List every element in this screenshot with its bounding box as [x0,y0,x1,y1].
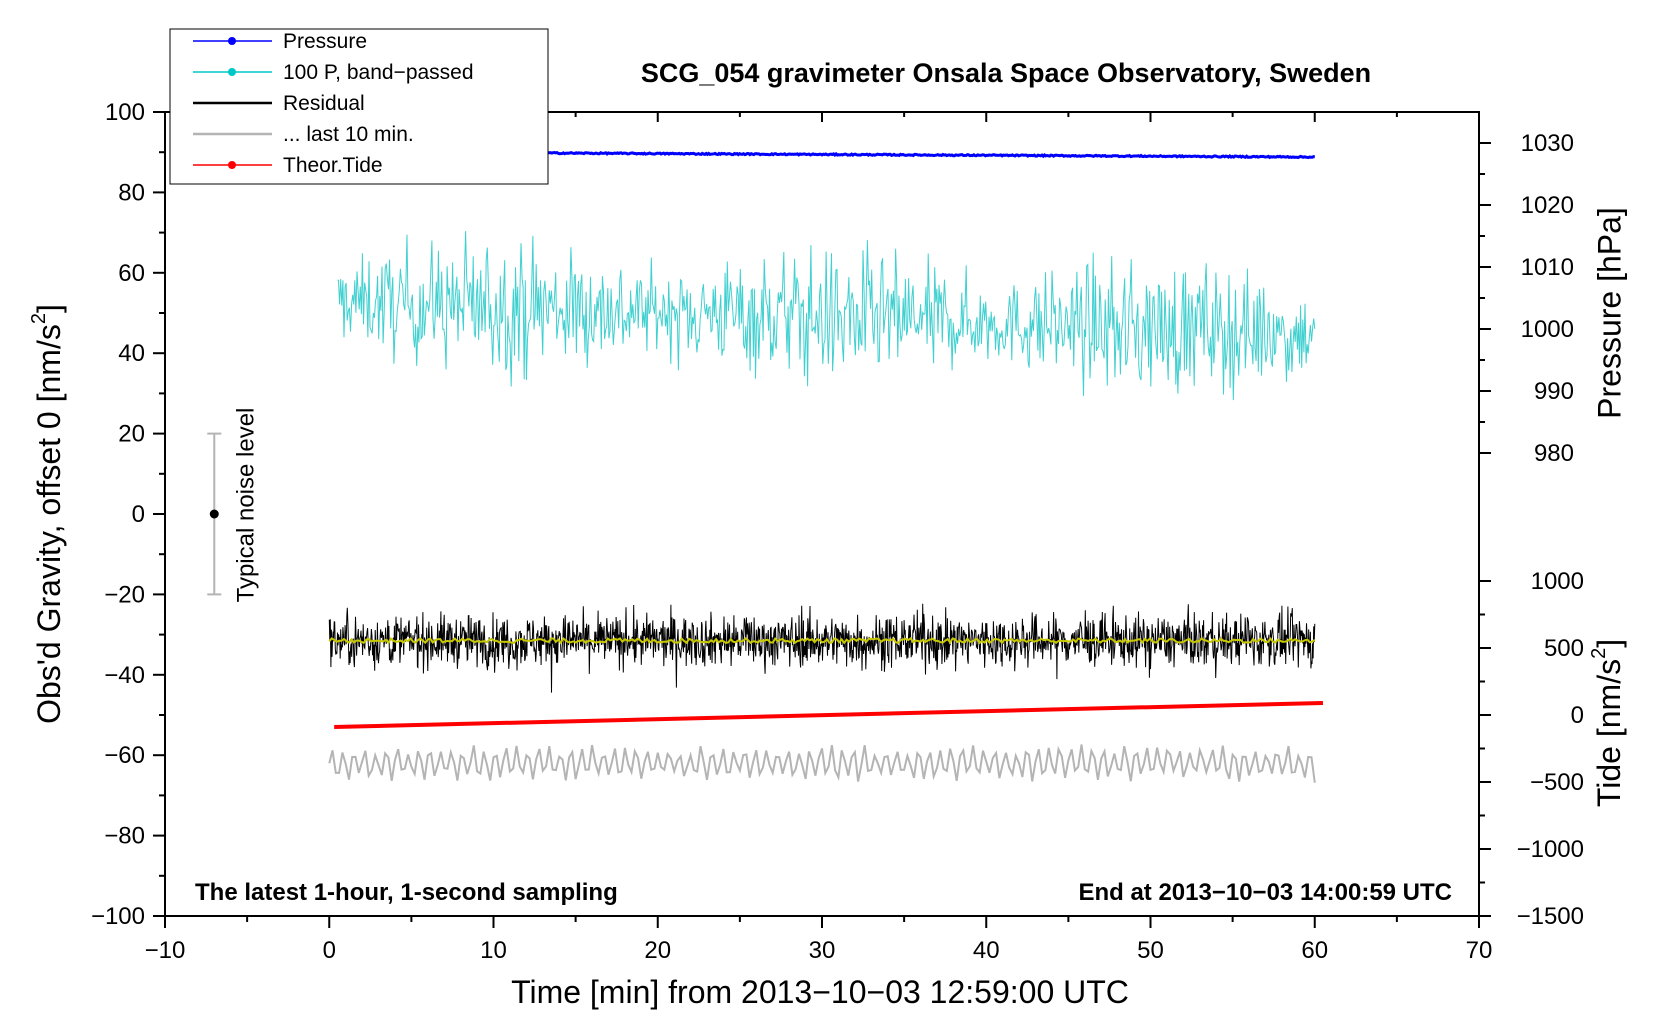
y-left-axis-ticks: 100 80 60 40 20 0 −20 −40 −60 −80 −100 [91,99,165,930]
series-last-10-min [328,744,1316,783]
y-tick-label: 100 [105,99,145,126]
y-tick-label: −100 [91,903,145,930]
series-residual [328,603,1316,693]
y-left-axis-title-end: ] [31,304,67,313]
legend-marker [228,161,236,169]
legend-label: ... last 10 min. [283,123,414,146]
series-residual-smoothed [328,636,1316,645]
x-tick-label: −10 [145,937,186,964]
y-tick-label: 40 [118,340,145,367]
pressure-axis-title: Pressure [hPa] [1591,207,1627,419]
legend-box [169,28,549,185]
chart-title: SCG_054 gravimeter Onsala Space Observat… [641,58,1371,88]
legend-label: 100 P, band−passed [283,61,474,84]
pressure-tick-label: 1000 [1521,316,1574,343]
y-tick-label: 60 [118,260,145,287]
y-tick-label: −40 [104,662,145,689]
x-tick-label: 30 [809,937,836,964]
tide-axis-title-main: Tide [nm/s [1591,659,1627,807]
y-tick-label: 80 [118,179,145,206]
y-tick-label: −60 [104,742,145,769]
legend: Pressure 100 P, band−passed Residual ... la… [169,28,549,185]
y-tick-label: −80 [104,823,145,850]
tide-tick-label: −500 [1530,769,1584,796]
x-tick-label: 10 [480,937,507,964]
series-pressure [542,150,1316,160]
tide-axis-title-end: ] [1591,639,1627,648]
pressure-tick-label: 1030 [1521,130,1574,157]
noise-label: Typical noise level [232,408,259,603]
legend-marker [228,68,236,76]
y-left-axis-title: Obs'd Gravity, offset 0 [nm/s2] [28,304,67,724]
noise-bar-center [209,509,219,519]
pressure-axis-ticks: 1030 1020 1010 1000 990 980 [1479,130,1574,467]
y-tick-label: 0 [132,501,145,528]
y-left-axis-title-main: Obs'd Gravity, offset 0 [nm/s [31,324,67,724]
tide-tick-label: −1500 [1517,903,1584,930]
plot-frame [164,111,1480,917]
tide-axis-title-sup: 2 [1588,648,1610,659]
legend-marker [228,37,236,45]
pressure-tick-label: 1010 [1521,254,1574,281]
tide-tick-label: −1000 [1517,836,1584,863]
annotation-left: The latest 1-hour, 1-second sampling [195,879,618,906]
tide-tick-label: 1000 [1531,568,1584,595]
y-tick-label: −20 [104,581,145,608]
x-tick-label: 50 [1137,937,1164,964]
y-left-axis-title-sup: 2 [28,313,50,324]
legend-label: Residual [283,92,365,115]
tide-axis-ticks: 1000 500 0 −500 −1000 −1500 [1479,568,1584,930]
tide-tick-label: 500 [1544,635,1584,662]
x-axis-ticks: −10 0 10 20 30 40 50 60 70 [145,112,1493,964]
series-theor-tide [334,700,1324,730]
x-tick-label: 0 [323,937,336,964]
series-bandpassed-pressure [337,231,1316,401]
x-tick-label: 60 [1301,937,1328,964]
annotation-right: End at 2013−10−03 14:00:59 UTC [1078,879,1452,906]
pressure-tick-label: 980 [1534,440,1574,467]
tide-tick-label: 0 [1571,702,1584,729]
x-tick-label: 20 [644,937,671,964]
x-tick-label: 70 [1466,937,1493,964]
pressure-tick-label: 990 [1534,378,1574,405]
legend-label: Theor.Tide [283,154,383,177]
pressure-tick-label: 1020 [1521,192,1574,219]
series-group [328,150,1324,783]
x-axis-title: Time [min] from 2013−10−03 12:59:00 UTC [511,974,1129,1010]
y-tick-label: 20 [118,421,145,448]
noise-bar [207,432,222,596]
legend-label: Pressure [283,30,367,53]
tide-axis-title: Tide [nm/s2] [1588,639,1627,807]
x-tick-label: 40 [973,937,1000,964]
